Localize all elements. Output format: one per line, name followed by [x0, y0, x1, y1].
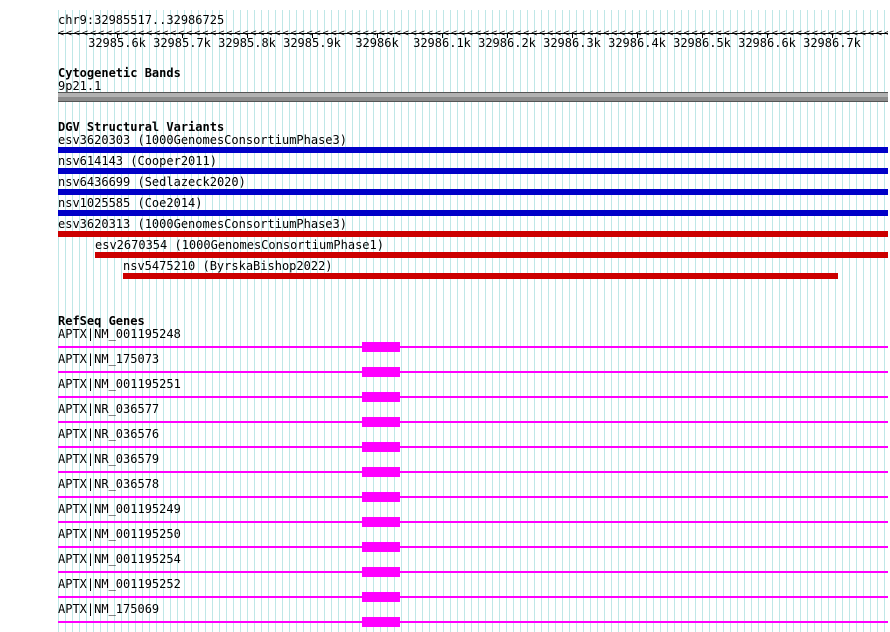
- variant-label[interactable]: nsv6436699 (Sedlazeck2020): [58, 175, 246, 189]
- ruler-tick: [182, 33, 183, 38]
- ruler-tick: [637, 33, 638, 38]
- ruler-tick-label: 32986.4k: [608, 36, 666, 50]
- gene-line[interactable]: [58, 396, 888, 398]
- gene-label[interactable]: APTX|NM_001195250: [58, 527, 181, 541]
- gene-exon-box[interactable]: [362, 492, 400, 502]
- ruler-tick-label: 32986.1k: [413, 36, 471, 50]
- gene-exon-box[interactable]: [362, 517, 400, 527]
- gene-label[interactable]: APTX|NR_036576: [58, 427, 160, 441]
- gene-exon-box[interactable]: [362, 542, 400, 552]
- ruler-tick-label: 32986.7k: [803, 36, 861, 50]
- variant-label[interactable]: esv3620313 (1000GenomesConsortiumPhase3): [58, 217, 347, 231]
- gene-line[interactable]: [58, 371, 888, 373]
- ruler-tick-label: 32985.8k: [218, 36, 276, 50]
- variant-bar[interactable]: [95, 252, 888, 258]
- gene-line[interactable]: [58, 521, 888, 523]
- gene-label[interactable]: APTX|NR_036577: [58, 402, 160, 416]
- ruler-tick: [247, 33, 248, 38]
- gene-line[interactable]: [58, 446, 888, 448]
- gene-exon-box[interactable]: [362, 617, 400, 627]
- gene-label[interactable]: APTX|NM_001195252: [58, 577, 181, 591]
- gene-label[interactable]: APTX|NR_036578: [58, 477, 160, 491]
- gene-exon-box[interactable]: [362, 442, 400, 452]
- ruler-tick: [442, 33, 443, 38]
- ruler-arrows-icon: <<<<<<<<<<<<<<<<<<<<<<<<<<<<<<<<<<<<<<<<…: [58, 28, 888, 39]
- gene-exon-box[interactable]: [362, 417, 400, 427]
- gene-exon-box[interactable]: [362, 467, 400, 477]
- gene-exon-box[interactable]: [362, 567, 400, 577]
- gene-label[interactable]: APTX|NM_001195251: [58, 377, 181, 391]
- ruler-tick: [507, 33, 508, 38]
- ruler-tick-label: 32986.5k: [673, 36, 731, 50]
- ruler-tick-label: 32986k: [355, 36, 399, 50]
- ruler-tick-label: 32985.9k: [283, 36, 341, 50]
- variant-bar[interactable]: [58, 147, 888, 153]
- ruler-tick-label: 32985.7k: [153, 36, 211, 50]
- ruler-tick-label: 32986.6k: [738, 36, 796, 50]
- gene-line[interactable]: [58, 496, 888, 498]
- ruler-tick-label: 32986.3k: [543, 36, 601, 50]
- gene-exon-box[interactable]: [362, 367, 400, 377]
- gene-exon-box[interactable]: [362, 392, 400, 402]
- grid-background: [58, 10, 888, 632]
- cytoband-bar[interactable]: [58, 92, 888, 102]
- variant-label[interactable]: nsv614143 (Cooper2011): [58, 154, 217, 168]
- ruler-tick: [702, 33, 703, 38]
- gene-label[interactable]: APTX|NM_001195248: [58, 327, 181, 341]
- track-title-cytobands: Cytogenetic Bands: [58, 66, 181, 80]
- variant-label[interactable]: nsv5475210 (ByrskaBishop2022): [123, 259, 333, 273]
- gene-exon-box[interactable]: [362, 342, 400, 352]
- gene-label[interactable]: APTX|NR_036579: [58, 452, 160, 466]
- ruler-tick: [572, 33, 573, 38]
- gene-line[interactable]: [58, 546, 888, 548]
- variant-bar[interactable]: [58, 168, 888, 174]
- ruler-tick: [767, 33, 768, 38]
- variant-label[interactable]: nsv1025585 (Coe2014): [58, 196, 203, 210]
- gene-label[interactable]: APTX|NM_001195254: [58, 552, 181, 566]
- variant-bar[interactable]: [123, 273, 838, 279]
- variant-bar[interactable]: [58, 189, 888, 195]
- gene-line[interactable]: [58, 421, 888, 423]
- ruler-tick: [312, 33, 313, 38]
- cytoband-label[interactable]: 9p21.1: [58, 79, 102, 93]
- gene-line[interactable]: [58, 346, 888, 348]
- track-title-dgv: DGV Structural Variants: [58, 120, 225, 134]
- gene-label[interactable]: APTX|NM_175073: [58, 352, 160, 366]
- ruler-tick-label: 32985.6k: [88, 36, 146, 50]
- variant-bar[interactable]: [58, 210, 888, 216]
- gene-line[interactable]: [58, 471, 888, 473]
- gene-line[interactable]: [58, 621, 888, 623]
- gene-line[interactable]: [58, 596, 888, 598]
- ruler-line: [58, 33, 888, 34]
- ruler-tick: [377, 33, 378, 38]
- gene-label[interactable]: APTX|NM_175069: [58, 602, 160, 616]
- variant-label[interactable]: esv2670354 (1000GenomesConsortiumPhase1): [95, 238, 384, 252]
- gene-exon-box[interactable]: [362, 592, 400, 602]
- position-display: chr9:32985517..32986725: [58, 13, 225, 27]
- ruler-tick-label: 32986.2k: [478, 36, 536, 50]
- track-title-refseq: RefSeq Genes: [58, 314, 145, 328]
- gene-label[interactable]: APTX|NM_001195249: [58, 502, 181, 516]
- variant-label[interactable]: esv3620303 (1000GenomesConsortiumPhase3): [58, 133, 347, 147]
- ruler-tick: [117, 33, 118, 38]
- variant-bar[interactable]: [58, 231, 888, 237]
- ruler-tick: [832, 33, 833, 38]
- gene-line[interactable]: [58, 571, 888, 573]
